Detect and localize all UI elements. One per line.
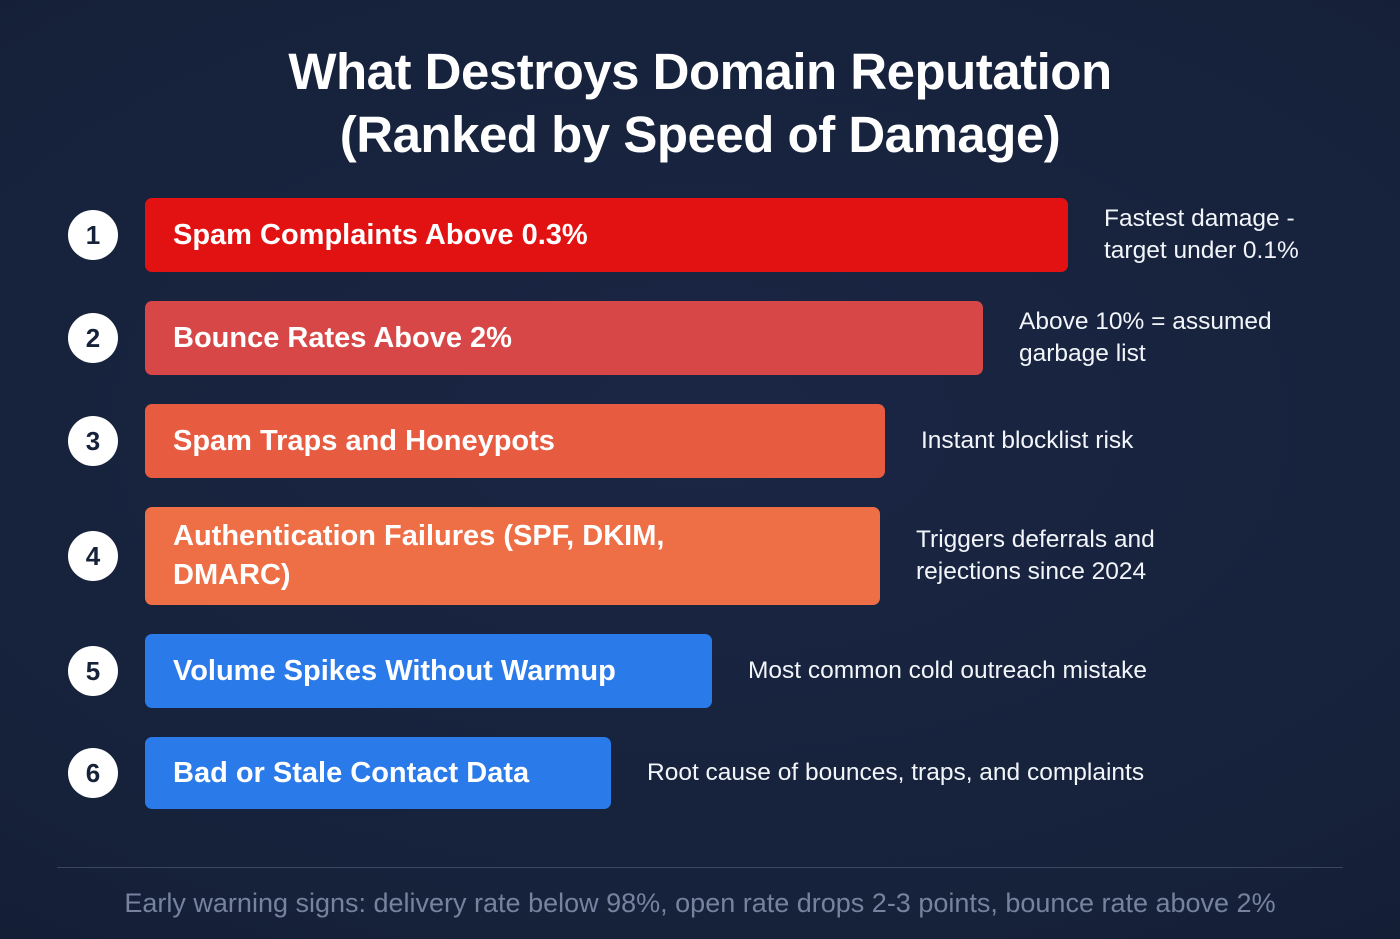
rank-number: 1: [85, 219, 101, 250]
bar-spam-complaints: Spam Complaints Above 0.3%: [145, 198, 1068, 273]
rank-badge: 4: [68, 531, 118, 582]
footer-divider: [57, 867, 1343, 868]
rank-number: 3: [85, 425, 101, 456]
bar-label: Authentication Failures (SPF, DKIM, DMAR…: [173, 520, 665, 592]
chart-row-bounce-rates: 2 Bounce Rates Above 2% Above 10% = assu…: [68, 301, 1400, 376]
bar-volume-spikes: Volume Spikes Without Warmup: [145, 634, 712, 709]
bar-auth-failures: Authentication Failures (SPF, DKIM, DMAR…: [145, 507, 880, 606]
rank-badge: 6: [68, 748, 118, 799]
footer: Early warning signs: delivery rate below…: [0, 867, 1400, 939]
rank-number: 4: [85, 540, 101, 571]
chart-row-spam-traps: 3 Spam Traps and Honeypots Instant block…: [68, 404, 1400, 479]
chart-row-auth-failures: 4 Authentication Failures (SPF, DKIM, DM…: [68, 507, 1400, 606]
rank-badge: 3: [68, 416, 118, 467]
rank-badge: 5: [68, 646, 118, 697]
bar-label: Spam Complaints Above 0.3%: [173, 218, 588, 251]
rank-badge: 2: [68, 313, 118, 364]
rank-number: 2: [85, 322, 101, 353]
bar-label: Volume Spikes Without Warmup: [173, 654, 616, 687]
bar-annotation: Instant blocklist risk: [921, 427, 1134, 455]
bar-annotation: Most common cold outreach mistake: [748, 657, 1147, 685]
chart-row-volume-spikes: 5 Volume Spikes Without Warmup Most comm…: [68, 634, 1400, 709]
chart-row-bad-contact-data: 6 Bad or Stale Contact Data Root cause o…: [68, 737, 1400, 810]
rank-badge: 1: [68, 210, 118, 261]
bar-label: Bad or Stale Contact Data: [173, 756, 530, 789]
rank-number: 5: [85, 655, 101, 686]
bar-annotation: Fastest damage - target under 0.1%: [1104, 205, 1299, 265]
footer-warning-text: Early warning signs: delivery rate below…: [124, 888, 1276, 918]
bar-label: Bounce Rates Above 2%: [173, 321, 512, 354]
bar-spam-traps: Spam Traps and Honeypots: [145, 404, 885, 479]
bar-bad-contact-data: Bad or Stale Contact Data: [145, 737, 611, 810]
bar-label: Spam Traps and Honeypots: [173, 424, 555, 457]
bar-annotation: Triggers deferrals and rejections since …: [916, 526, 1155, 586]
ranked-bar-list: 1 Spam Complaints Above 0.3% Fastest dam…: [0, 198, 1400, 838]
title-line-2: (Ranked by Speed of Damage): [339, 106, 1061, 164]
bar-annotation: Root cause of bounces, traps, and compla…: [647, 759, 1145, 787]
bar-bounce-rates: Bounce Rates Above 2%: [145, 301, 983, 376]
chart-row-spam-complaints: 1 Spam Complaints Above 0.3% Fastest dam…: [68, 198, 1400, 273]
page-title: What Destroys Domain Reputation (Ranked …: [0, 0, 1400, 166]
bar-annotation: Above 10% = assumed garbage list: [1019, 308, 1272, 368]
rank-number: 6: [85, 757, 101, 788]
title-line-1: What Destroys Domain Reputation: [288, 43, 1112, 100]
